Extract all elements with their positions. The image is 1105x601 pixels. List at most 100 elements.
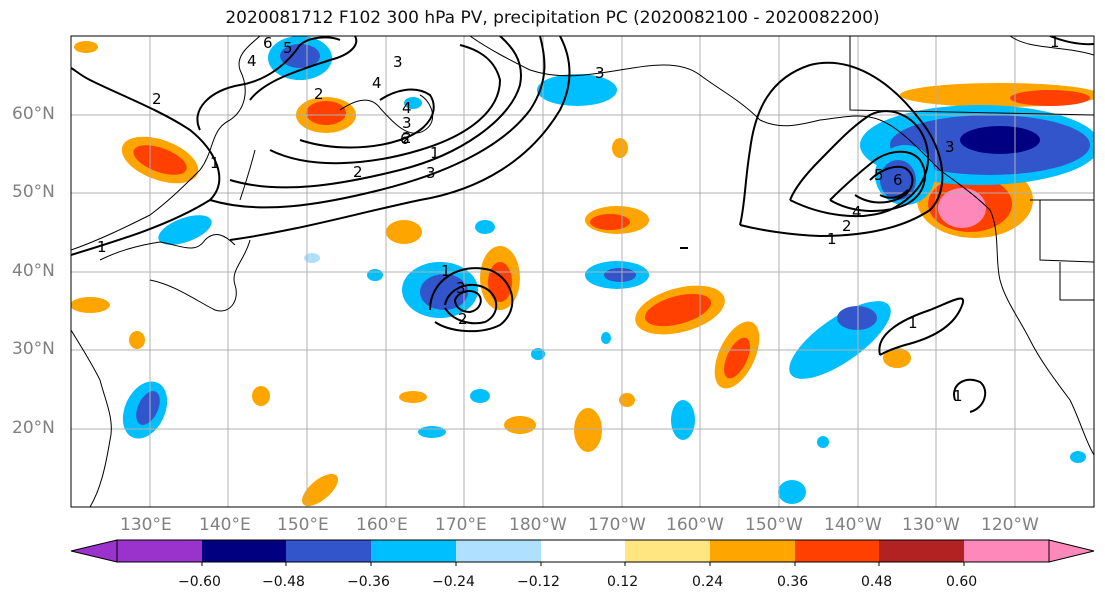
precip-blob [475, 220, 495, 234]
colorbar-segment [202, 540, 286, 562]
colorbar-tick-label: 0.36 [777, 574, 809, 590]
colorbar-segment [371, 540, 456, 562]
plot-frame [70, 35, 1095, 508]
colorbar-tick-label: −0.24 [432, 574, 475, 590]
precip-blob [537, 74, 617, 106]
map-title: 2020081712 F102 300 hPa PV, precipitatio… [225, 8, 880, 28]
precip-blob [574, 408, 602, 452]
contour-label: 2 [152, 90, 162, 108]
contour-label: 4 [372, 74, 382, 92]
contour-label: 2 [402, 129, 412, 147]
precip-blob [644, 293, 712, 327]
lon-label: 140°W [824, 515, 882, 535]
contour-label: 2 [842, 217, 852, 235]
contour-label: 4 [852, 203, 862, 221]
contour-label: 3 [426, 164, 436, 182]
contour-label: 1 [953, 387, 963, 405]
lat-label: 60°N [12, 104, 55, 124]
contour-label: 6 [400, 130, 410, 148]
contour-label: 3 [595, 64, 605, 82]
precip-blob [724, 337, 750, 379]
contour-label: 3 [456, 279, 466, 297]
contour-label: 3 [393, 53, 403, 71]
colorbar-segment [964, 540, 1049, 562]
colorbar-segment [710, 540, 795, 562]
colorbar-segment [541, 540, 625, 562]
precip-blob [778, 480, 806, 504]
lat-label: 40°N [12, 261, 55, 281]
precip-blob [280, 44, 320, 68]
lon-label: 150°E [277, 515, 329, 535]
precip-blob [612, 138, 628, 158]
colorbar-tick-label: 0.60 [946, 574, 978, 590]
precip-blob [158, 215, 212, 245]
contour-label: 1 [908, 314, 918, 332]
lat-label: 50°N [12, 182, 55, 202]
precip-blob [418, 426, 446, 438]
pv-contours [71, 36, 1094, 413]
precip-blob [470, 389, 490, 403]
colorbar-tick-label: 0.12 [607, 574, 639, 590]
precip-blob [133, 145, 187, 175]
precip-blob [306, 101, 346, 125]
colorbar-frame [116, 539, 1050, 563]
colorbar-segment [456, 540, 541, 562]
contour-label: 1 [1050, 33, 1060, 51]
precip-blob [789, 301, 891, 379]
graticule [71, 36, 1094, 507]
lon-label: 130°W [902, 515, 960, 535]
colorbar-segment [117, 540, 202, 562]
precip-blob [1010, 90, 1090, 106]
lon-label: 130°E [120, 515, 172, 535]
colorbar-segment [879, 540, 964, 562]
precip-blob [938, 188, 986, 228]
contour-label: 2 [353, 163, 363, 181]
colorbar-min-extend [70, 539, 118, 563]
colorbar-segment [286, 540, 371, 562]
precip-blob [129, 331, 145, 349]
contour-label: 1 [441, 262, 451, 280]
precip-blob [74, 41, 98, 53]
contour-label: 1 [827, 230, 837, 248]
precip-blob [604, 268, 636, 282]
contour-label: 6 [893, 171, 903, 189]
precip-blob [619, 393, 635, 407]
precip-blob [601, 332, 611, 344]
lon-label: 120°W [981, 515, 1039, 535]
precip-blob [817, 436, 829, 448]
contour-label: 4 [402, 99, 412, 117]
lat-label: 30°N [12, 339, 55, 359]
contour-label: 2 [314, 85, 324, 103]
contour-label: 1 [430, 144, 440, 162]
lon-label: 180°W [509, 515, 567, 535]
precip-blob [488, 262, 512, 302]
contour-label: 5 [874, 166, 884, 184]
contour-label: 4 [247, 52, 257, 70]
precip-blob [404, 97, 422, 109]
lon-label: 140°E [199, 515, 251, 535]
lon-label: 150°W [745, 515, 803, 535]
precip-blob [71, 297, 110, 313]
colorbar-tick-label: −0.60 [178, 574, 221, 590]
precip-anomaly-layer [71, 36, 1094, 507]
colorbar-tick-label: −0.48 [262, 574, 305, 590]
colorbar [70, 539, 1095, 566]
colorbar-tick-label: 0.24 [692, 574, 724, 590]
precip-blob [386, 220, 422, 244]
contour-label: 5 [283, 39, 293, 57]
precip-blob [504, 416, 536, 434]
contour-label: 1 [97, 238, 107, 256]
precip-blob [252, 386, 270, 406]
precip-blob [367, 269, 383, 281]
precip-blob [590, 214, 630, 230]
lat-label: 20°N [12, 418, 55, 438]
contour-label: 3 [945, 138, 955, 156]
contour-label: 2 [458, 310, 468, 328]
colorbar-tick-label: −0.36 [347, 574, 390, 590]
precip-blob [531, 348, 545, 360]
contour-label-layer: 6 5 4 3 2 1 4 3 2 1 2 3 1 6 5 4 3 2 1 1 … [97, 33, 1060, 405]
colorbar-tick-label: 0.48 [861, 574, 893, 590]
precip-blob [136, 391, 160, 425]
precip-blob [671, 400, 695, 440]
precip-blob [399, 391, 427, 403]
